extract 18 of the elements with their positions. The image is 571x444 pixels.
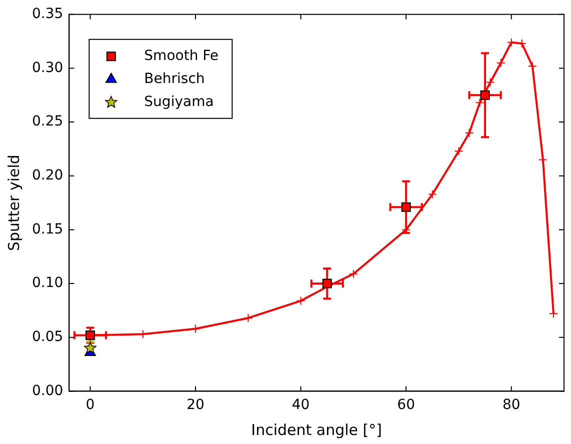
x-tick-label: 60 <box>397 397 415 414</box>
y-axis-title: Sputter yield <box>4 154 23 252</box>
y-tick-label: 0.15 <box>32 221 64 238</box>
legend-label: Behrisch <box>144 71 205 88</box>
x-tick-label: 80 <box>502 397 520 414</box>
x-tick-label: 40 <box>292 397 310 414</box>
x-axis-title: Incident angle [°] <box>251 420 382 439</box>
x-tick-label: 20 <box>186 397 204 414</box>
x-tick-label: 0 <box>86 397 95 414</box>
legend-label: Smooth Fe <box>144 48 219 64</box>
legend-label: Sugiyama <box>144 94 214 110</box>
y-tick-label: 0.05 <box>32 329 64 346</box>
y-tick-label: 0.10 <box>32 275 64 292</box>
y-tick-label: 0.25 <box>32 114 64 130</box>
y-tick-label: 0.30 <box>32 60 64 76</box>
y-tick-label: 0.35 <box>32 6 64 22</box>
y-tick-label: 0.00 <box>32 382 64 399</box>
y-tick-label: 0.20 <box>32 168 64 184</box>
